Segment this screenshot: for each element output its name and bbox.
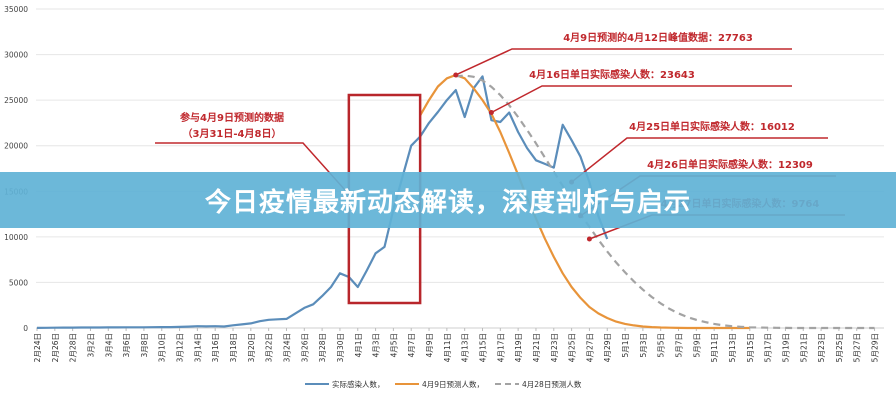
annotation-point — [488, 110, 494, 116]
y-tick-label: 35000 — [4, 5, 28, 14]
annotation-label: 4月9日预测的4月12日峰值数据：27763 — [563, 31, 753, 44]
x-tick-label: 3月2日 — [86, 333, 95, 358]
x-tick-label: 4月21日 — [532, 333, 541, 362]
x-tick-label: 3月28日 — [318, 333, 327, 362]
x-tick-label: 5月21日 — [799, 333, 808, 362]
y-tick-label: 10000 — [4, 233, 28, 242]
headline-banner: 今日疫情最新动态解读，深度剖析与启示 — [0, 172, 896, 228]
y-tick-label: 5000 — [9, 278, 28, 287]
x-tick-label: 3月30日 — [336, 333, 345, 362]
x-tick-label: 5月5日 — [657, 333, 666, 358]
legend-label: 实际感染人数， — [332, 379, 385, 389]
x-tick-label: 5月23日 — [817, 333, 826, 362]
x-tick-label: 4月1日 — [354, 333, 363, 358]
x-tick-label: 3月6日 — [122, 333, 131, 358]
x-tick-label: 5月7日 — [675, 333, 684, 358]
x-tick-label: 5月25日 — [835, 333, 844, 362]
x-tick-label: 5月11日 — [710, 333, 719, 362]
annotation-line — [571, 137, 828, 183]
x-tick-label: 5月3日 — [639, 333, 648, 358]
x-tick-label: 4月15日 — [479, 333, 488, 362]
x-tick-label: 4月9日 — [425, 333, 434, 358]
x-tick-label: 3月10日 — [158, 333, 167, 362]
x-tick-label: 3月22日 — [265, 333, 274, 362]
x-tick-label: 3月24日 — [282, 333, 291, 362]
x-tick-label: 5月9日 — [692, 333, 701, 358]
x-tick-label: 3月16日 — [211, 333, 220, 362]
x-tick-label: 3月18日 — [229, 333, 238, 362]
x-tick-label: 4月11日 — [443, 333, 452, 362]
x-tick-label: 2月26日 — [51, 333, 60, 362]
headline-title: 今日疫情最新动态解读，深度剖析与启示 — [204, 187, 691, 218]
annotation-label: 4月16日单日实际感染人数：23643 — [529, 68, 695, 81]
x-tick-label: 4月19日 — [514, 333, 523, 362]
x-tick-label: 3月4日 — [104, 333, 113, 358]
x-tick-label: 4月29日 — [603, 333, 612, 362]
annotation-line — [491, 85, 792, 114]
x-tick-label: 3月26日 — [300, 333, 309, 362]
y-tick-label: 20000 — [4, 142, 28, 151]
x-tick-label: 5月27日 — [853, 333, 862, 362]
x-tick-label: 5月13日 — [728, 333, 737, 362]
x-tick-label: 4月3日 — [372, 333, 381, 358]
series-line-1 — [419, 73, 750, 330]
x-tick-label: 4月13日 — [461, 333, 470, 362]
x-tick-label: 4月17日 — [496, 333, 505, 362]
annotation-label: 4月25日单日实际感染人数：16012 — [629, 120, 795, 133]
x-tick-label: 5月15日 — [746, 333, 755, 362]
x-tick-label: 2月28日 — [69, 333, 78, 362]
x-tick-label: 5月1日 — [621, 333, 630, 358]
y-tick-label: 0 — [23, 324, 28, 333]
legend-label: 4月9日预测人数， — [422, 379, 484, 389]
x-tick-label: 4月25日 — [568, 333, 577, 362]
x-tick-label: 4月7日 — [407, 333, 416, 358]
x-tick-label: 3月14日 — [193, 333, 202, 362]
x-tick-label: 5月19日 — [781, 333, 790, 362]
x-tick-label: 3月8日 — [140, 333, 149, 358]
annotation-label: 4月26日单日实际感染人数：12309 — [647, 158, 813, 171]
x-tick-label: 3月12日 — [176, 333, 185, 362]
x-tick-label: 4月23日 — [550, 333, 559, 362]
highlight-label-line2: （3月31日-4月8日） — [183, 127, 282, 140]
x-tick-label: 2月24日 — [33, 333, 42, 362]
x-tick-label: 4月27日 — [585, 333, 594, 362]
y-tick-label: 25000 — [4, 96, 28, 105]
legend-label: 4月28日预测人数 — [522, 379, 582, 389]
highlight-label-line1: 参与4月9日预测的数据 — [180, 111, 284, 124]
x-tick-label: 4月5日 — [389, 333, 398, 358]
annotation-point — [586, 236, 592, 242]
y-tick-label: 30000 — [4, 51, 28, 60]
x-tick-label: 3月20日 — [247, 333, 256, 362]
annotation-line — [455, 48, 792, 76]
x-tick-label: 5月29日 — [871, 333, 880, 362]
x-tick-label: 5月17日 — [764, 333, 773, 362]
annotation-point — [453, 72, 459, 78]
series-line-0 — [36, 75, 609, 329]
